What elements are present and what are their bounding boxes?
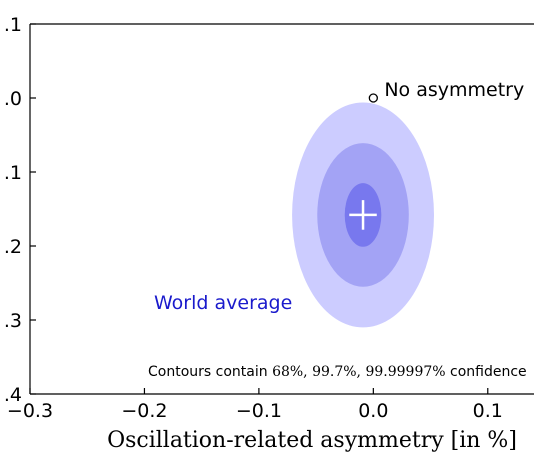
y-tick-label: .3 xyxy=(4,310,22,332)
world-average-label: World average xyxy=(154,292,292,314)
x-tick-label: 0.1 xyxy=(473,400,503,422)
x-axis-title: Oscillation-related asymmetry [in %] xyxy=(107,428,517,453)
no-asymmetry-marker xyxy=(368,93,378,103)
y-tick-label: .1 xyxy=(4,162,22,184)
x-axis-ticks: −0.3 −0.2 −0.1 0.0 0.1 xyxy=(7,388,503,422)
confidence-note: Contours contain 68%, 99.7%, 99.99997% c… xyxy=(148,364,527,380)
confidence-note-suffix: confidence xyxy=(446,364,527,380)
y-tick-label: .0 xyxy=(4,88,22,110)
plot-frame xyxy=(29,23,534,395)
y-axis-ticks: .1 .0 .1 .2 .3 .4 xyxy=(4,14,36,406)
y-tick-label: .1 xyxy=(4,14,22,36)
confidence-note-levels: 68%, 99.7%, 99.99997% xyxy=(272,364,446,380)
x-tick-label: −0.1 xyxy=(236,400,282,422)
x-tick-label: −0.2 xyxy=(121,400,167,422)
x-tick-label: 0.0 xyxy=(358,400,388,422)
x-tick-label: −0.3 xyxy=(7,400,53,422)
center-crosshair xyxy=(349,200,377,230)
y-tick-label: .2 xyxy=(4,236,22,258)
confidence-note-prefix: Contours contain xyxy=(148,364,272,380)
y-tick-label: .4 xyxy=(4,384,22,406)
no-asymmetry-label: No asymmetry xyxy=(384,79,524,101)
